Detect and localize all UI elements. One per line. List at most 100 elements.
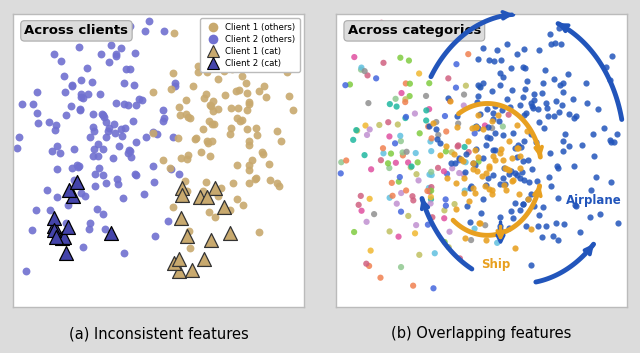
Point xyxy=(435,140,445,145)
Point xyxy=(61,250,72,256)
Point xyxy=(116,126,126,132)
Point xyxy=(86,80,97,85)
Point xyxy=(545,150,555,156)
Point xyxy=(168,134,179,140)
Point xyxy=(42,187,52,193)
Point xyxy=(141,134,151,140)
Point xyxy=(513,172,523,177)
Point xyxy=(52,194,62,199)
Point xyxy=(558,149,568,154)
Point xyxy=(458,172,468,177)
Point xyxy=(244,101,254,106)
Point xyxy=(185,115,195,121)
Point xyxy=(563,71,573,77)
Point xyxy=(47,148,57,154)
Point xyxy=(484,166,495,171)
Point xyxy=(495,214,506,220)
Point xyxy=(170,83,180,89)
Point xyxy=(461,160,471,165)
Point xyxy=(428,120,438,126)
Point xyxy=(423,124,433,129)
Point xyxy=(426,194,436,200)
Point xyxy=(487,88,497,94)
Point xyxy=(193,63,204,69)
Point xyxy=(440,239,450,245)
Point xyxy=(499,165,509,171)
Point xyxy=(76,107,86,112)
Point xyxy=(213,106,223,112)
Point xyxy=(506,65,516,71)
Point xyxy=(477,173,487,179)
Point xyxy=(507,87,517,92)
Point xyxy=(52,143,62,148)
Point xyxy=(31,208,41,213)
Point xyxy=(499,182,509,188)
Point xyxy=(253,229,264,234)
Point xyxy=(348,137,358,143)
Point xyxy=(352,128,362,133)
Point xyxy=(493,118,504,124)
Point xyxy=(198,126,208,132)
Point xyxy=(546,183,556,189)
Text: Across clients: Across clients xyxy=(24,24,129,37)
Point xyxy=(518,201,528,207)
Point xyxy=(385,101,395,107)
Point xyxy=(580,80,591,86)
Point xyxy=(595,211,605,216)
Point xyxy=(243,162,253,168)
Point xyxy=(274,183,284,189)
Point xyxy=(177,185,188,191)
Point xyxy=(17,101,28,107)
Point xyxy=(544,174,554,179)
Point xyxy=(512,145,522,151)
Point xyxy=(247,157,257,162)
Point xyxy=(182,188,192,194)
Point xyxy=(282,69,292,74)
Point xyxy=(424,80,435,86)
Point xyxy=(492,240,502,246)
Point xyxy=(517,201,527,207)
Point xyxy=(451,206,461,211)
Point xyxy=(129,118,139,124)
Point xyxy=(90,171,100,177)
Point xyxy=(478,80,488,86)
Point xyxy=(404,58,414,64)
Point xyxy=(353,202,364,208)
Point xyxy=(56,58,66,64)
Point xyxy=(174,257,184,262)
Point xyxy=(472,154,483,160)
Point xyxy=(476,84,486,90)
Point xyxy=(605,139,616,144)
Point xyxy=(511,122,522,127)
Point xyxy=(111,54,121,59)
Point xyxy=(474,93,484,98)
Point xyxy=(130,171,140,177)
Point xyxy=(515,102,525,107)
Point xyxy=(68,177,79,183)
Point xyxy=(100,24,110,30)
Point xyxy=(123,26,133,32)
Point xyxy=(412,171,422,177)
Point xyxy=(487,119,497,124)
Point xyxy=(131,139,141,145)
Point xyxy=(94,166,104,171)
Point xyxy=(474,159,484,164)
Legend: Client 1 (others), Client 2 (others), Client 1 (cat), Client 2 (cat): Client 1 (others), Client 2 (others), Cl… xyxy=(200,18,300,72)
Point xyxy=(523,157,533,162)
Point xyxy=(44,119,54,125)
Point xyxy=(237,202,248,208)
Point xyxy=(250,176,260,182)
Point xyxy=(49,227,59,233)
Point xyxy=(463,138,473,144)
Point xyxy=(459,190,469,196)
Point xyxy=(497,133,508,138)
Point xyxy=(518,64,529,70)
Point xyxy=(484,58,494,63)
Point xyxy=(186,245,196,251)
Point xyxy=(117,133,127,138)
Point xyxy=(175,155,186,161)
Point xyxy=(478,45,488,51)
Point xyxy=(501,187,511,193)
Point xyxy=(533,223,543,228)
Point xyxy=(67,83,77,89)
